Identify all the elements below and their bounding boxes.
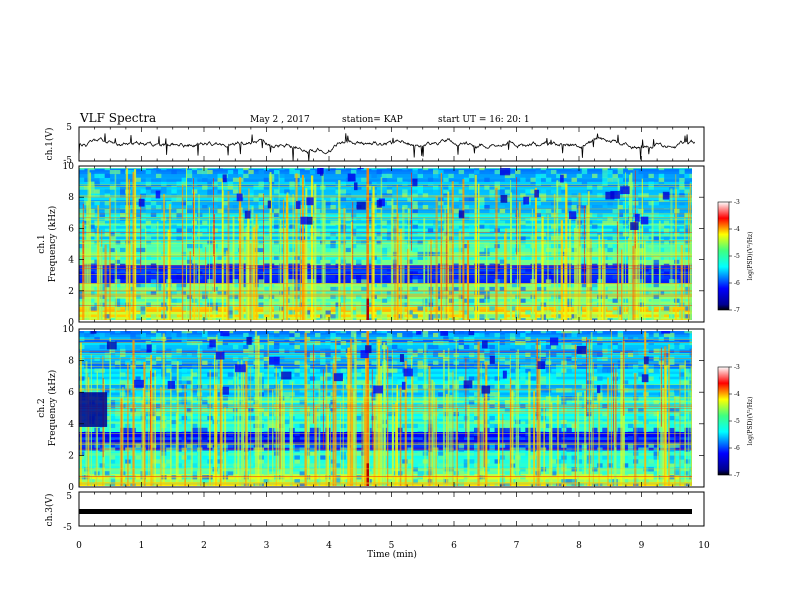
ch2-frequency-ticks: 10 8 6 4 2 0 bbox=[63, 325, 704, 493]
ch1-waveform-panel: 5 -5 ch.1(V) bbox=[44, 123, 705, 166]
x-axis-label: Time (min) bbox=[367, 549, 417, 560]
x-tick-label: 4 bbox=[326, 541, 332, 551]
frequency-tick-label: 10 bbox=[63, 325, 75, 335]
frequency-tick-label: 2 bbox=[68, 451, 74, 461]
ch1-spec-ylabel-top: ch.1 bbox=[37, 234, 47, 253]
ch1-waveform-trace bbox=[79, 133, 695, 161]
x-tick-label: 6 bbox=[451, 541, 457, 551]
ch1-colorbar-bar bbox=[717, 201, 730, 311]
colorbar-tick-label: -6 bbox=[734, 280, 740, 287]
ch3-ytick-bottom: -5 bbox=[63, 523, 72, 533]
colorbar-tick-label: -3 bbox=[734, 364, 740, 371]
x-tick-label: 0 bbox=[76, 541, 82, 551]
ch2-spec-ylabel: Frequency (kHz) bbox=[47, 370, 58, 447]
colorbar-tick-label: -7 bbox=[734, 472, 740, 479]
x-tick-label: 2 bbox=[201, 541, 207, 551]
ch2-colorbar-bar bbox=[717, 366, 730, 476]
ch2-spec-ylabel-top: ch.2 bbox=[37, 398, 47, 417]
start-time-label: start UT = 16: 20: 1 bbox=[438, 115, 530, 125]
frequency-tick-label: 6 bbox=[68, 224, 74, 234]
ch1-spectrogram-panel: 10 8 6 4 2 0 ch.1 Frequency (kHz) bbox=[37, 162, 705, 328]
ch2-spectrogram-image bbox=[79, 331, 692, 486]
date-label: May 2 , 2017 bbox=[250, 115, 310, 125]
frequency-tick-label: 8 bbox=[68, 357, 74, 367]
ch3-waveform-ticks bbox=[78, 492, 705, 526]
ch2-spectrogram-ticks bbox=[78, 329, 705, 487]
colorbar-tick-label: -4 bbox=[734, 226, 740, 233]
ch1-waveform-line bbox=[79, 133, 695, 161]
ch1-ytick-bottom: -5 bbox=[63, 156, 72, 166]
frequency-tick-label: 10 bbox=[63, 162, 75, 172]
frequency-tick-label: 6 bbox=[68, 388, 74, 398]
ch1-colorbar-label: log(PSD)(V²/Hz) bbox=[747, 232, 754, 281]
ch1-spec-ylabel: Frequency (kHz) bbox=[47, 206, 58, 283]
ch3-ytick-top: 5 bbox=[66, 492, 72, 502]
frequency-tick-label: 8 bbox=[68, 193, 74, 203]
colorbar-tick-label: -4 bbox=[734, 391, 740, 398]
ch3-waveform-line bbox=[79, 509, 692, 514]
frequency-tick-label: 4 bbox=[68, 420, 74, 430]
colorbar-tick-label: -6 bbox=[734, 445, 740, 452]
ch2-spectrogram-panel: 10 8 6 4 2 0 ch.2 Frequency (kHz) bbox=[37, 325, 705, 493]
colorbar-tick-label: -7 bbox=[734, 307, 740, 314]
frequency-tick-label: 4 bbox=[68, 256, 74, 266]
ch1-ytick-top: 5 bbox=[66, 123, 72, 133]
ch1-spectrogram-image bbox=[79, 168, 692, 320]
ch3-waveform-panel: 5 -5 ch.3(V) bbox=[44, 491, 705, 533]
figure-title: VLF Spectra bbox=[79, 111, 156, 125]
x-tick-label: 10 bbox=[698, 541, 710, 551]
ch3-ylabel: ch.3(V) bbox=[44, 494, 55, 527]
ch1-colorbar: -3 -4 -5 -6 -7 log(PSD)(V²/Hz) bbox=[717, 199, 754, 314]
frequency-tick-label: 0 bbox=[68, 318, 74, 328]
colorbar-tick-label: -5 bbox=[734, 418, 740, 425]
x-tick-label: 1 bbox=[139, 541, 145, 551]
x-axis-tick-labels: 0 1 2 3 4 5 6 7 8 9 10 bbox=[76, 541, 710, 551]
station-label: station= KAP bbox=[342, 115, 403, 125]
frequency-tick-label: 0 bbox=[68, 483, 74, 493]
frequency-tick-label: 2 bbox=[68, 287, 74, 297]
colorbar-tick-label: -3 bbox=[734, 199, 740, 206]
x-tick-label: 7 bbox=[514, 541, 520, 551]
x-tick-label: 8 bbox=[576, 541, 582, 551]
ch1-waveform-ticks bbox=[78, 127, 705, 161]
ch1-spectrogram-ticks bbox=[78, 166, 705, 322]
ch2-colorbar: -3 -4 -5 -6 -7 log(PSD)(V²/Hz) bbox=[717, 364, 754, 479]
x-tick-label: 9 bbox=[639, 541, 645, 551]
ch1-ylabel: ch.1(V) bbox=[44, 128, 55, 161]
colorbar-tick-label: -5 bbox=[734, 253, 740, 260]
x-tick-label: 3 bbox=[264, 541, 270, 551]
x-tick-label: 5 bbox=[389, 541, 395, 551]
ch2-colorbar-label: log(PSD)(V²/Hz) bbox=[747, 397, 754, 446]
ch1-frequency-ticks: 10 8 6 4 2 0 bbox=[63, 162, 704, 328]
